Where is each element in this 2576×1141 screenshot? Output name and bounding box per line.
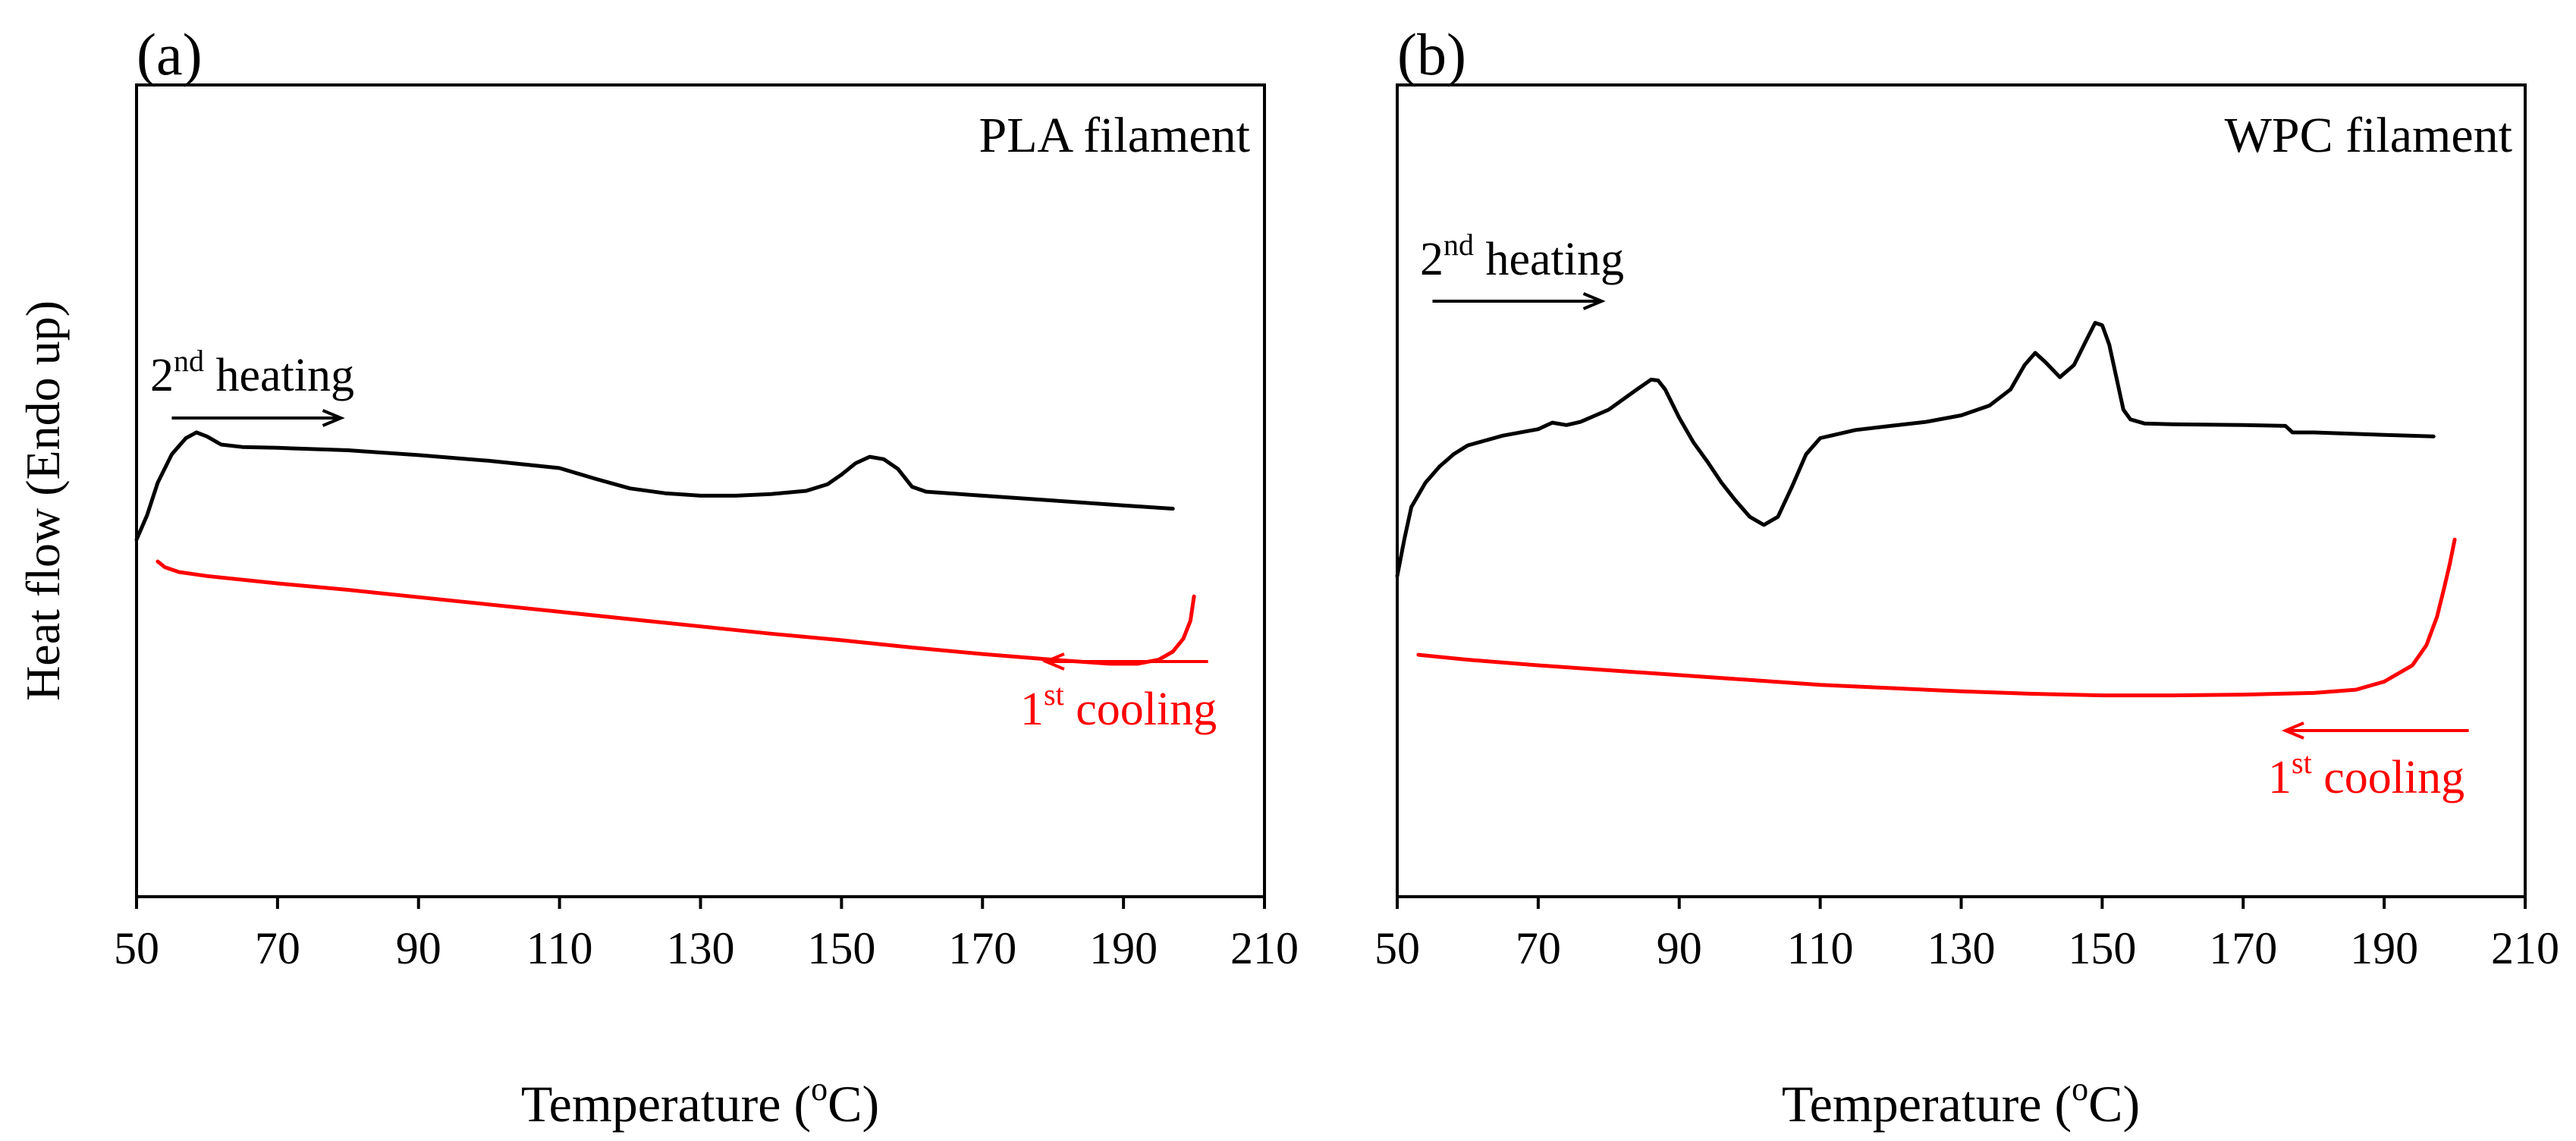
x-tick-label: 170	[2209, 923, 2277, 973]
x-tick-label: 130	[667, 923, 735, 973]
panel-b-x-axis-label: Temperature (oC)	[1782, 1070, 2140, 1133]
cooling-curve	[156, 559, 1196, 666]
panel-b: (b) WPC filament 50 70 90 110 130 150 170 190 21…	[1374, 21, 2559, 1133]
x-tick-label: 110	[526, 923, 593, 973]
y-axis-label: Heat flow (Endo up)	[16, 300, 70, 701]
panel-a-heating-label: 2nd heating	[150, 344, 354, 401]
x-tick-label: 90	[1657, 923, 1702, 973]
panel-b-cooling-arrowhead	[2281, 721, 2304, 740]
x-tick-label: 150	[807, 923, 875, 973]
panel-b-label: (b)	[1397, 21, 1466, 87]
panel-b-x-ticks: 50 70 90 110 130 150 170 190 210	[1374, 897, 2559, 973]
panel-a-heating-arrowhead	[322, 409, 345, 427]
panel-a: (a) PLA filament 50 70 90 110 130 150 170 190 21…	[114, 21, 1299, 1133]
x-tick-label: 90	[396, 923, 441, 973]
panel-a-cooling-label: 1st cooling	[1020, 677, 1217, 735]
panel-b-heating-arrowhead	[1582, 292, 1606, 310]
x-tick-label: 190	[2350, 923, 2418, 973]
panel-b-title: WPC filament	[2225, 108, 2512, 163]
heating-curve	[1395, 321, 2436, 578]
panel-b-cooling-label: 1st cooling	[2268, 746, 2464, 803]
x-tick-label: 50	[114, 923, 159, 973]
x-tick-label: 110	[1787, 923, 1854, 973]
panel-b-annotations: 2nd heating 1st cooling	[1420, 228, 2469, 803]
cooling-curve	[1416, 537, 2457, 698]
panel-a-title: PLA filament	[979, 108, 1250, 163]
heating-curve	[134, 430, 1175, 542]
x-tick-label: 170	[948, 923, 1016, 973]
panel-a-x-ticks: 50 70 90 110 130 150 170 190 210	[114, 897, 1299, 973]
panel-b-series	[1395, 321, 2457, 698]
panel-a-x-axis-label: Temperature (oC)	[521, 1070, 879, 1133]
panel-a-annotations: 2nd heating 1st cooling	[150, 344, 1217, 735]
x-tick-label: 130	[1927, 923, 1996, 973]
x-tick-label: 190	[1089, 923, 1158, 973]
panel-b-heating-label: 2nd heating	[1420, 228, 1624, 285]
panel-a-cooling-arrowhead	[1041, 652, 1065, 671]
x-tick-label: 70	[1516, 923, 1561, 973]
x-tick-label: 70	[255, 923, 300, 973]
x-tick-label: 50	[1374, 923, 1420, 973]
x-tick-label: 210	[2491, 923, 2559, 973]
x-tick-label: 150	[2068, 923, 2136, 973]
panel-a-series	[134, 430, 1196, 666]
panel-a-label: (a)	[137, 21, 203, 87]
x-tick-label: 210	[1230, 923, 1299, 973]
